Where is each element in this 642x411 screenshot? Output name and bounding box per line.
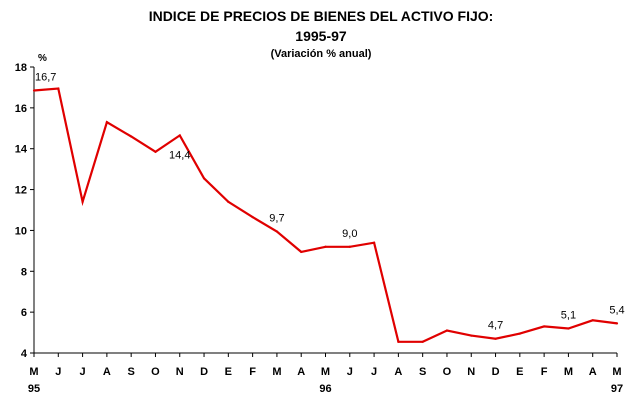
data-point — [445, 329, 449, 332]
x-tick-label: O — [443, 366, 452, 378]
x-tick-label: F — [541, 366, 548, 378]
data-label: 14,4 — [169, 149, 190, 161]
year-label: 97 — [611, 383, 623, 395]
data-point — [57, 87, 60, 90]
data-point — [81, 200, 84, 203]
data-point — [348, 245, 351, 248]
x-tick-label: M — [564, 366, 573, 378]
data-point — [130, 135, 133, 138]
x-tick-label: M — [321, 366, 330, 378]
data-point — [615, 322, 619, 325]
axes — [33, 67, 617, 354]
x-tick-label: E — [516, 366, 523, 378]
y-tick-label: 18 — [15, 62, 27, 74]
data-point — [470, 334, 473, 337]
data-label: 16,7 — [35, 71, 56, 83]
data-point — [397, 340, 400, 343]
y-tick-label: 8 — [21, 266, 27, 278]
x-tick-label: F — [249, 366, 256, 378]
x-tick-label: N — [176, 366, 184, 378]
chart-title-years: 1995-97 — [295, 28, 347, 44]
data-label: 5,4 — [609, 304, 624, 316]
x-tick-label: S — [127, 366, 134, 378]
x-tick-label: D — [492, 366, 500, 378]
x-tick-label: M — [29, 366, 38, 378]
y-tick-label: 12 — [15, 185, 27, 197]
y-axis-unit: % — [38, 53, 47, 64]
x-tick-label: A — [589, 366, 597, 378]
y-tick-label: 4 — [21, 348, 28, 360]
data-point — [591, 319, 594, 322]
data-point — [202, 177, 206, 180]
chart-subtitle: (Variación % anual) — [270, 48, 372, 60]
year-label: 95 — [28, 383, 40, 395]
x-ticks: M J J A S O N D E F M A M J J A S O N D E F M A M 95 96 97 — [28, 353, 623, 395]
x-tick-label: A — [394, 366, 402, 378]
y-tick-label: 6 — [21, 307, 27, 319]
series-line — [33, 87, 618, 343]
data-point — [494, 337, 497, 340]
data-point — [178, 134, 181, 137]
x-tick-label: M — [272, 366, 281, 378]
x-tick-label: M — [612, 366, 621, 378]
data-point — [543, 325, 546, 328]
data-point — [372, 241, 376, 244]
y-tick-label: 10 — [15, 225, 27, 237]
data-point — [518, 332, 521, 335]
x-tick-label: E — [225, 366, 232, 378]
y-ticks: 4 6 8 10 12 14 16 18 — [15, 62, 34, 360]
data-label: 5,1 — [561, 309, 576, 321]
data-labels: 16,7 14,4 9,7 9,0 4,7 5,1 5,4 — [35, 71, 625, 331]
data-point — [275, 230, 279, 233]
year-label: 96 — [319, 383, 331, 395]
x-tick-label: S — [419, 366, 426, 378]
data-label: 9,7 — [269, 212, 284, 224]
y-tick-label: 14 — [15, 144, 28, 156]
data-point — [32, 89, 36, 92]
data-label: 9,0 — [342, 228, 357, 240]
data-point — [567, 327, 570, 330]
data-point — [227, 200, 230, 203]
x-tick-label: D — [200, 366, 208, 378]
series-group — [32, 87, 619, 343]
x-tick-label: J — [371, 366, 377, 378]
x-tick-label: N — [467, 366, 475, 378]
x-tick-label: J — [80, 366, 86, 378]
data-label: 4,7 — [488, 320, 503, 332]
data-point — [251, 216, 254, 219]
data-point — [154, 150, 157, 153]
data-point — [300, 250, 303, 253]
x-tick-label: J — [55, 366, 61, 378]
y-tick-label: 16 — [15, 103, 27, 115]
x-tick-label: A — [297, 366, 305, 378]
data-point — [421, 340, 424, 343]
data-point — [324, 245, 327, 248]
x-tick-label: O — [151, 366, 160, 378]
x-tick-label: J — [347, 366, 353, 378]
chart-title: INDICE DE PRECIOS DE BIENES DEL ACTIVO F… — [148, 8, 494, 24]
data-point — [105, 121, 108, 124]
x-tick-label: A — [103, 366, 111, 378]
